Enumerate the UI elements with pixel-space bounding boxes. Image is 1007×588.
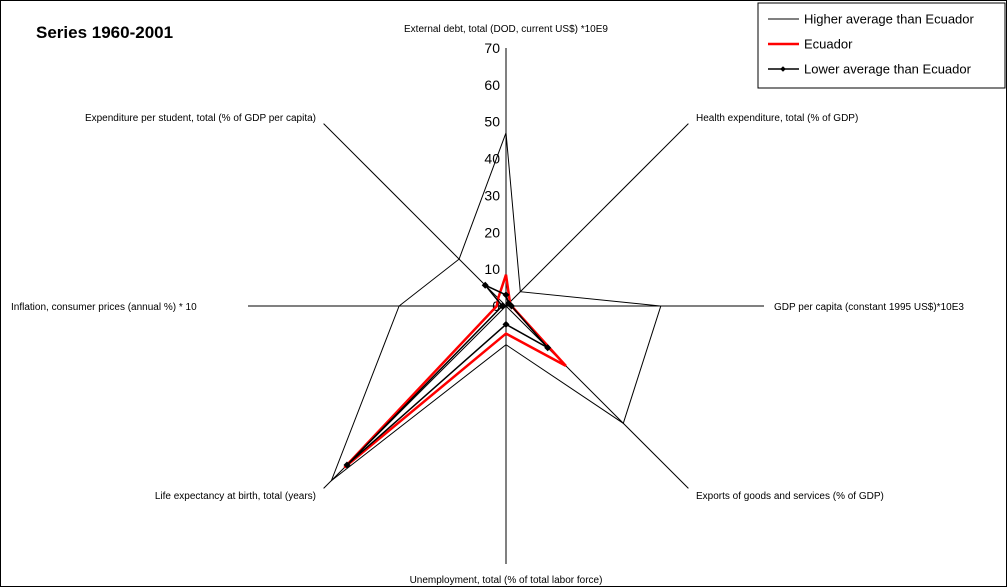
- axis-label: External debt, total (DOD, current US$) …: [404, 24, 608, 35]
- axes-layer: [248, 48, 764, 564]
- series-point: [502, 320, 510, 328]
- series-line: [330, 132, 662, 483]
- axis-label: Life expectancy at birth, total (years): [155, 491, 316, 502]
- series-point: [343, 461, 351, 469]
- tick-label: 60: [484, 77, 500, 93]
- legend-entry-label: Higher average than Ecuador: [804, 12, 975, 27]
- tick-label: 30: [484, 187, 500, 203]
- tick-label: 40: [484, 151, 500, 167]
- axis-spoke: [323, 123, 507, 307]
- series-point: [544, 344, 552, 352]
- legend: Higher average than Ecuador Ecuador Lower …: [757, 2, 1006, 89]
- axis-spoke: [505, 123, 689, 307]
- chart-title: Series 1960-2001: [36, 23, 173, 42]
- axis-label: Unemployment, total (% of total labor fo…: [410, 575, 603, 586]
- legend-entry-label: Lower average than Ecuador: [804, 62, 972, 77]
- series-point: [498, 302, 506, 310]
- series-point: [481, 281, 489, 289]
- series-point: [502, 291, 510, 299]
- series-point: [507, 302, 516, 310]
- axis-label: Exports of goods and services (% of GDP): [696, 491, 884, 502]
- legend-entry-label: Ecuador: [804, 37, 853, 52]
- series-layer: [330, 132, 662, 483]
- axis-labels-layer: External debt, total (DOD, current US$) …: [11, 24, 964, 586]
- axis-label: Health expenditure, total (% of GDP): [696, 113, 858, 124]
- tick-label: 10: [484, 261, 500, 277]
- axis-label: GDP per capita (constant 1995 US$)*10E3: [774, 302, 964, 313]
- tick-label: 70: [484, 40, 500, 56]
- legend-marker: [780, 66, 786, 72]
- tick-label: 50: [484, 114, 500, 130]
- tick-label: 20: [484, 224, 500, 240]
- axis-label: Inflation, consumer prices (annual %) * …: [11, 302, 197, 313]
- series-line: [346, 284, 549, 466]
- axis-label: Expenditure per student, total (% of GDP…: [85, 113, 316, 124]
- legend-box: [757, 2, 1006, 89]
- axis-spoke: [505, 305, 689, 489]
